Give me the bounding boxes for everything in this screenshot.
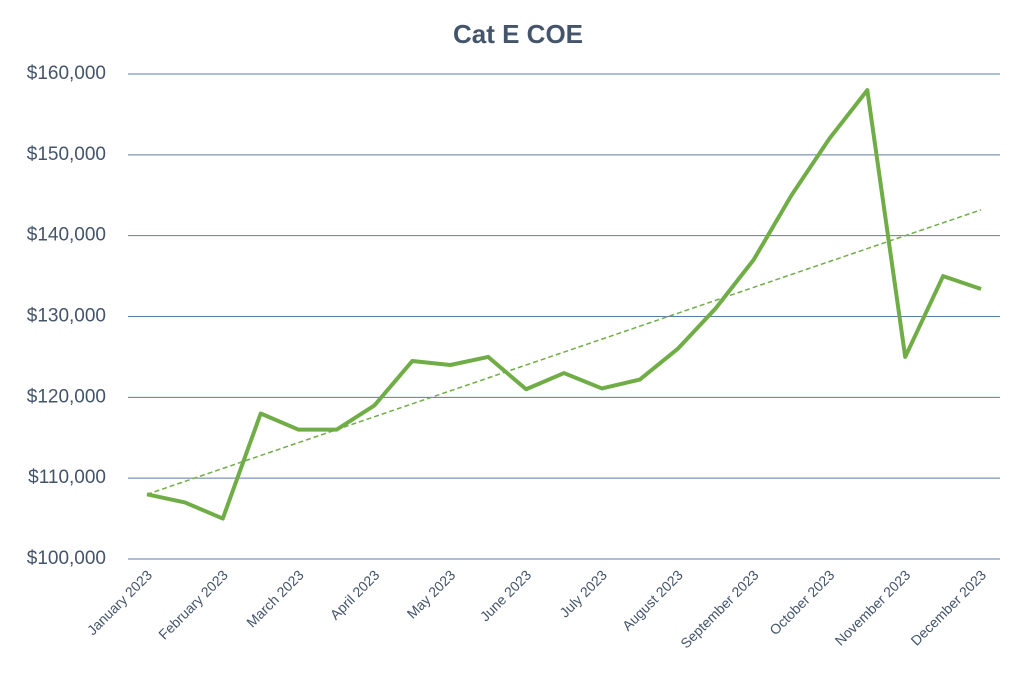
chart-title: Cat E COE (453, 19, 583, 49)
x-tick-label: October 2023 (766, 567, 837, 638)
y-tick-label: $160,000 (27, 63, 106, 84)
y-tick-label: $140,000 (27, 225, 106, 246)
y-tick-label: $130,000 (27, 306, 106, 327)
y-tick-label: $120,000 (27, 386, 106, 407)
data-line (146, 88, 982, 521)
x-tick-label: January 2023 (84, 567, 155, 638)
trendline (146, 209, 982, 496)
y-tick-label: $110,000 (28, 467, 106, 488)
y-tick-label: $100,000 (27, 548, 106, 569)
x-tick-label: December 2023 (907, 567, 989, 649)
y-tick-label: $150,000 (27, 144, 106, 165)
x-tick-label: February 2023 (155, 567, 231, 643)
x-tick-label: March 2023 (243, 567, 307, 631)
x-tick-label: June 2023 (477, 567, 535, 625)
x-tick-label: August 2023 (619, 567, 686, 634)
x-tick-label: April 2023 (327, 567, 383, 623)
x-tick-label: September 2023 (677, 567, 762, 652)
x-tick-label: July 2023 (556, 567, 610, 621)
x-tick-label: November 2023 (832, 567, 914, 649)
x-tick-label: May 2023 (404, 567, 459, 622)
